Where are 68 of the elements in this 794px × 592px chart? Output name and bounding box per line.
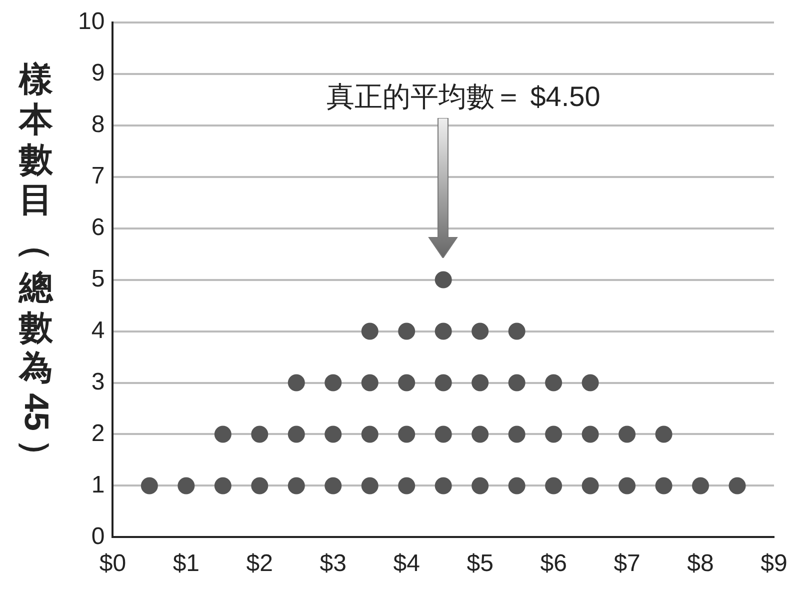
point: [361, 374, 378, 392]
point: [361, 322, 378, 340]
point: [508, 426, 526, 443]
point: [288, 426, 305, 443]
y-tick-label: 2: [91, 420, 105, 447]
x-tick-label: $8: [687, 550, 714, 578]
annotation: 真正的平均數＝ $4.50: [326, 80, 600, 112]
point: [472, 374, 489, 392]
x-tick-label: $0: [99, 550, 126, 578]
y-tick-label: 7: [91, 162, 105, 190]
y-tick-label: 1: [91, 471, 105, 498]
point: [288, 477, 305, 494]
point: [582, 374, 599, 392]
y-tick-label: 8: [91, 110, 105, 138]
y-tick-label: 9: [91, 60, 105, 87]
x-tick-label: $5: [466, 550, 494, 578]
point: [618, 477, 636, 494]
point: [508, 322, 526, 340]
point: [398, 374, 416, 392]
point: [545, 374, 562, 392]
point: [582, 477, 599, 494]
y-tick-label: 3: [91, 368, 105, 396]
point: [655, 477, 672, 494]
point: [545, 477, 562, 494]
point: [508, 374, 526, 392]
x-tick-label: $6: [540, 550, 567, 578]
point: [434, 477, 452, 494]
point: [251, 426, 268, 443]
text: 樣本數目（總數為 45）: [17, 61, 55, 473]
point: [434, 374, 452, 392]
point: [582, 426, 599, 443]
point: [472, 426, 489, 443]
point: [508, 477, 526, 494]
point: [288, 374, 305, 392]
point: [398, 477, 416, 494]
point: [434, 426, 452, 443]
x-tick-label: $4: [393, 550, 420, 578]
point: [251, 477, 268, 494]
point: [361, 477, 378, 494]
point: [398, 322, 416, 340]
point: [324, 426, 342, 443]
point: [324, 477, 342, 494]
y-tick-label: 0: [91, 522, 105, 550]
point: [214, 477, 232, 494]
y-tick-label: 10: [78, 8, 105, 36]
point: [434, 271, 452, 288]
y-tick-label: 5: [91, 265, 105, 292]
point: [692, 477, 710, 494]
x-tick-label: $9: [760, 550, 788, 578]
point: [214, 426, 232, 443]
point: [434, 322, 452, 340]
point: [398, 426, 416, 443]
y-tick-label: 6: [91, 214, 105, 241]
x-tick-label: $1: [172, 550, 200, 578]
x-tick-label: $2: [246, 550, 274, 578]
point: [178, 477, 195, 494]
point: [361, 426, 378, 443]
point: [618, 426, 636, 443]
point: [140, 477, 158, 494]
point: [472, 477, 489, 494]
y-tick-label: 4: [91, 316, 105, 344]
x-tick-label: $3: [320, 550, 346, 578]
point: [472, 322, 489, 340]
point: [655, 426, 672, 443]
point: [324, 374, 342, 392]
point: [545, 426, 562, 443]
point: [728, 477, 746, 494]
x-tick-label: $7: [614, 550, 640, 578]
